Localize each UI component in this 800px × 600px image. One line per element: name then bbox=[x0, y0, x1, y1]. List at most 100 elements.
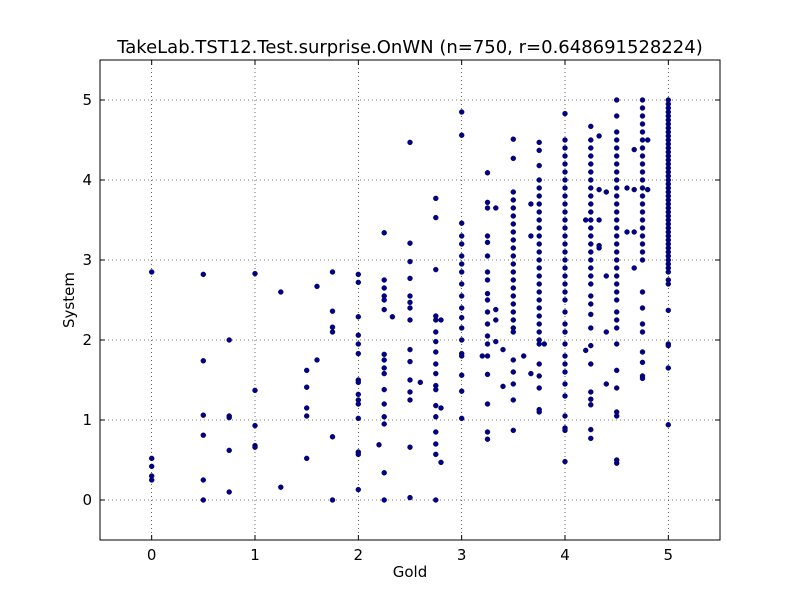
data-point bbox=[639, 329, 646, 335]
data-point bbox=[639, 217, 646, 223]
data-point bbox=[459, 353, 465, 359]
data-point bbox=[459, 241, 465, 247]
data-point bbox=[510, 427, 516, 434]
data-point bbox=[200, 358, 207, 364]
data-point bbox=[562, 361, 568, 367]
data-point bbox=[614, 289, 620, 295]
x-tick-label: 4 bbox=[560, 546, 570, 564]
x-tick-label: 2 bbox=[354, 546, 364, 564]
data-point bbox=[562, 281, 568, 287]
data-point bbox=[355, 271, 361, 278]
data-point bbox=[389, 314, 396, 320]
data-point bbox=[433, 497, 439, 503]
data-point bbox=[562, 145, 568, 151]
data-point bbox=[484, 233, 491, 239]
x-tick-label: 1 bbox=[250, 546, 260, 564]
data-point bbox=[639, 249, 646, 255]
data-point bbox=[500, 383, 506, 390]
data-point bbox=[639, 349, 646, 355]
data-point bbox=[493, 205, 499, 211]
data-point bbox=[588, 273, 594, 279]
data-point bbox=[614, 281, 620, 287]
data-point bbox=[614, 297, 620, 303]
data-point bbox=[588, 177, 594, 183]
data-point bbox=[614, 257, 620, 263]
data-point bbox=[639, 209, 646, 215]
data-point bbox=[381, 414, 387, 420]
data-point bbox=[484, 253, 491, 259]
data-point bbox=[614, 153, 620, 159]
data-point bbox=[639, 225, 646, 231]
data-point bbox=[639, 169, 646, 175]
data-point bbox=[639, 177, 646, 183]
data-point bbox=[355, 314, 361, 320]
data-point bbox=[493, 317, 499, 323]
data-point bbox=[562, 225, 568, 231]
data-point bbox=[304, 455, 310, 462]
x-tick-label: 0 bbox=[147, 546, 157, 564]
data-point bbox=[536, 305, 542, 311]
data-point bbox=[510, 136, 516, 142]
data-point bbox=[148, 463, 155, 470]
data-point bbox=[588, 241, 594, 247]
data-point bbox=[562, 329, 568, 335]
data-point bbox=[536, 297, 542, 303]
data-point bbox=[588, 389, 594, 395]
data-point bbox=[484, 269, 491, 275]
data-point bbox=[588, 193, 594, 199]
data-point bbox=[639, 289, 646, 295]
data-point bbox=[614, 113, 620, 119]
data-point bbox=[639, 113, 646, 119]
y-tick-label: 0 bbox=[82, 491, 92, 509]
data-point bbox=[484, 371, 491, 378]
data-point bbox=[459, 109, 465, 115]
data-point bbox=[536, 193, 542, 199]
data-point bbox=[381, 306, 387, 313]
data-point bbox=[536, 139, 542, 146]
data-point bbox=[528, 201, 534, 207]
data-point bbox=[417, 379, 423, 386]
data-point bbox=[614, 317, 620, 323]
data-point bbox=[588, 249, 594, 255]
data-point bbox=[639, 105, 646, 111]
data-point bbox=[562, 241, 568, 247]
data-point bbox=[433, 195, 439, 202]
data-point bbox=[433, 329, 439, 335]
data-point bbox=[596, 133, 602, 139]
data-point bbox=[433, 386, 439, 393]
data-point bbox=[381, 497, 387, 503]
data-point bbox=[639, 359, 646, 366]
data-point bbox=[407, 444, 413, 450]
data-point bbox=[588, 293, 594, 299]
data-point bbox=[459, 220, 465, 226]
data-point bbox=[562, 257, 568, 263]
data-point bbox=[536, 225, 542, 231]
data-point bbox=[614, 325, 620, 331]
data-point bbox=[510, 317, 516, 323]
data-point bbox=[639, 129, 646, 135]
data-point bbox=[614, 161, 620, 167]
data-point bbox=[433, 370, 439, 377]
data-point bbox=[459, 415, 465, 422]
data-point bbox=[355, 451, 361, 458]
data-point bbox=[588, 169, 594, 175]
data-point bbox=[510, 205, 516, 211]
data-point bbox=[562, 249, 568, 255]
data-point bbox=[562, 137, 568, 143]
data-point bbox=[645, 137, 651, 143]
data-point bbox=[484, 429, 491, 435]
data-point bbox=[484, 321, 491, 327]
data-point bbox=[510, 329, 516, 335]
data-point bbox=[603, 329, 609, 335]
data-point bbox=[639, 137, 646, 143]
data-point bbox=[639, 233, 646, 239]
data-point bbox=[510, 261, 516, 267]
data-point bbox=[433, 429, 439, 435]
data-point bbox=[536, 162, 542, 169]
data-point bbox=[459, 388, 465, 394]
data-point bbox=[536, 177, 542, 183]
data-point bbox=[614, 309, 620, 315]
data-point bbox=[588, 225, 594, 231]
data-point bbox=[278, 289, 284, 295]
